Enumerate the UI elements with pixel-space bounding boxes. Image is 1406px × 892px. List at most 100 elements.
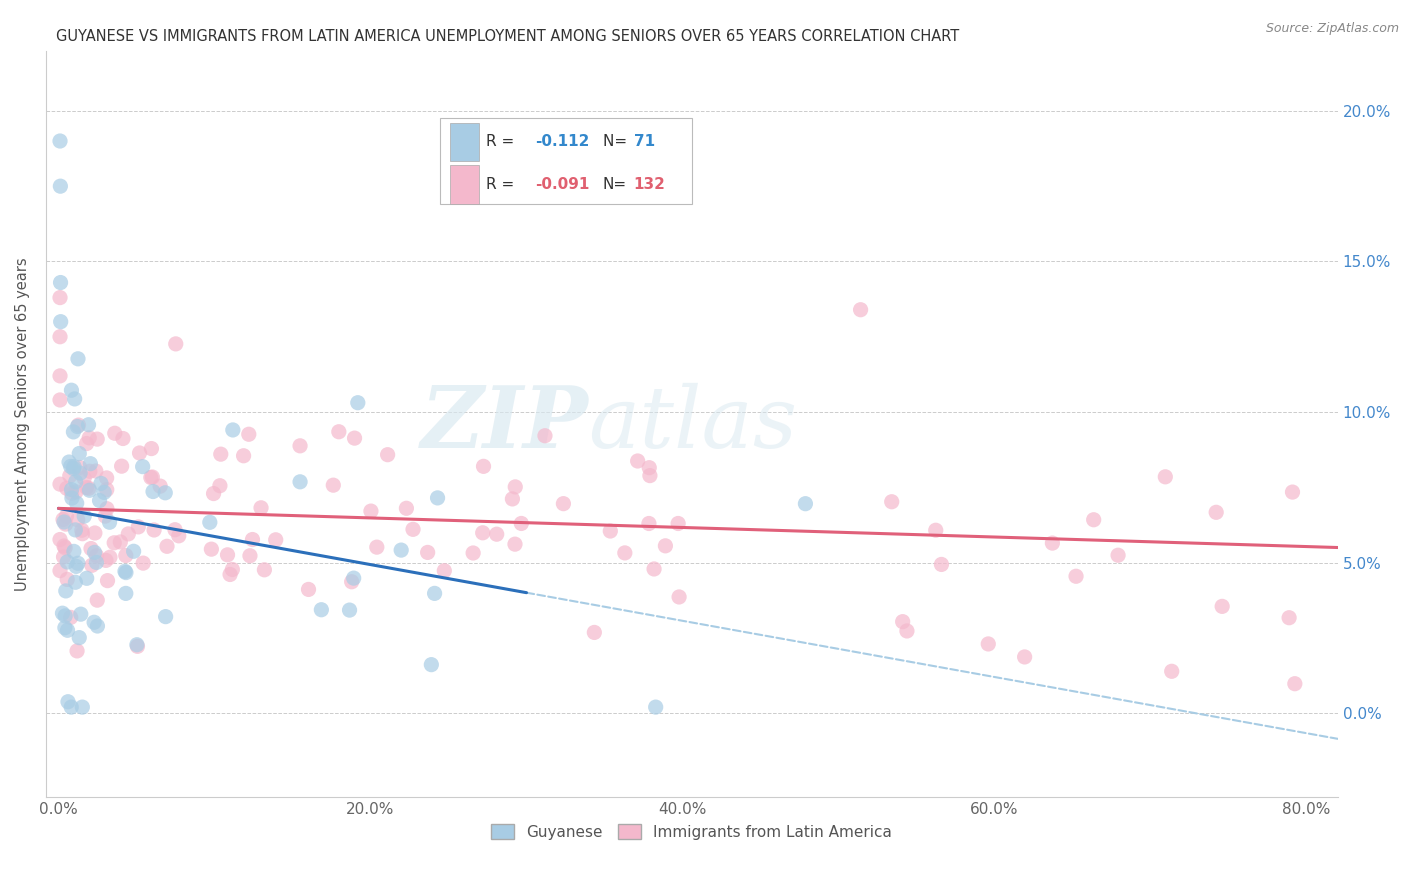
Point — [156, 539, 179, 553]
Point — [202, 486, 225, 500]
Point — [322, 478, 344, 492]
Point — [67, 631, 90, 645]
Point — [485, 527, 508, 541]
Point — [94, 553, 117, 567]
Point — [98, 550, 121, 565]
Point — [83, 615, 105, 630]
Point — [70, 523, 93, 537]
Point — [141, 470, 163, 484]
Point — [433, 564, 456, 578]
Point — [1211, 599, 1233, 614]
Point — [55, 583, 77, 598]
Point — [297, 582, 319, 597]
Point — [56, 555, 79, 569]
Point — [75, 480, 97, 494]
Point — [90, 476, 112, 491]
Point — [59, 468, 82, 483]
Point — [638, 460, 661, 475]
Point — [328, 425, 350, 439]
Point — [377, 448, 399, 462]
Point — [65, 523, 87, 537]
Point — [83, 526, 105, 541]
Point — [52, 512, 75, 526]
Point — [198, 516, 221, 530]
Point — [360, 504, 382, 518]
Point — [79, 464, 101, 478]
Point — [1014, 649, 1036, 664]
Point — [1278, 611, 1301, 625]
Point — [111, 459, 134, 474]
Point — [77, 431, 100, 445]
Point — [131, 459, 153, 474]
Point — [49, 533, 72, 547]
Point — [104, 426, 127, 441]
Text: Source: ZipAtlas.com: Source: ZipAtlas.com — [1265, 22, 1399, 36]
Point — [141, 442, 163, 456]
Point — [1281, 485, 1303, 500]
Point — [463, 546, 485, 560]
Point — [311, 603, 333, 617]
Point — [471, 525, 494, 540]
Text: N=: N= — [603, 135, 631, 150]
Point — [110, 535, 132, 549]
Point — [343, 571, 366, 585]
Point — [53, 539, 76, 553]
Point — [1083, 513, 1105, 527]
Point — [115, 566, 138, 580]
Point — [69, 460, 91, 475]
Point — [1107, 548, 1129, 562]
Point — [426, 491, 449, 505]
Point — [638, 468, 661, 483]
Point — [132, 556, 155, 570]
Point — [56, 573, 79, 587]
Point — [849, 302, 872, 317]
Point — [49, 134, 72, 148]
Point — [232, 449, 254, 463]
Point — [49, 564, 72, 578]
Text: N=: N= — [603, 178, 627, 193]
Point — [49, 392, 72, 407]
Point — [72, 700, 94, 714]
Point — [139, 470, 162, 484]
Point — [96, 574, 118, 588]
Point — [238, 427, 260, 442]
Point — [472, 459, 495, 474]
Point — [149, 479, 172, 493]
Text: 132: 132 — [634, 178, 665, 193]
Point — [553, 497, 575, 511]
Point — [366, 540, 388, 554]
Point — [343, 431, 366, 445]
Point — [63, 544, 86, 558]
Point — [891, 615, 914, 629]
Point — [165, 337, 187, 351]
Y-axis label: Unemployment Among Seniors over 65 years: Unemployment Among Seniors over 65 years — [15, 257, 30, 591]
Point — [80, 558, 103, 573]
Text: 71: 71 — [634, 135, 655, 150]
Point — [84, 464, 107, 478]
Point — [1040, 536, 1063, 550]
Text: -0.091: -0.091 — [536, 178, 591, 193]
Point — [60, 483, 83, 497]
Point — [49, 368, 72, 383]
Text: R =: R = — [486, 178, 520, 193]
Point — [86, 556, 108, 570]
Point — [668, 590, 690, 604]
Point — [288, 439, 311, 453]
FancyBboxPatch shape — [440, 118, 692, 203]
Point — [114, 586, 136, 600]
Point — [643, 562, 665, 576]
Point — [111, 432, 134, 446]
Point — [49, 276, 72, 290]
Point — [56, 695, 79, 709]
Point — [114, 549, 136, 563]
Point — [86, 593, 108, 607]
Point — [264, 533, 287, 547]
Text: GUYANESE VS IMMIGRANTS FROM LATIN AMERICA UNEMPLOYMENT AMONG SENIORS OVER 65 YEA: GUYANESE VS IMMIGRANTS FROM LATIN AMERIC… — [56, 29, 959, 44]
Point — [627, 454, 650, 468]
Point — [69, 466, 91, 480]
Point — [62, 461, 84, 475]
Point — [163, 523, 186, 537]
Point — [73, 509, 96, 524]
Point — [250, 500, 273, 515]
Point — [638, 516, 661, 531]
